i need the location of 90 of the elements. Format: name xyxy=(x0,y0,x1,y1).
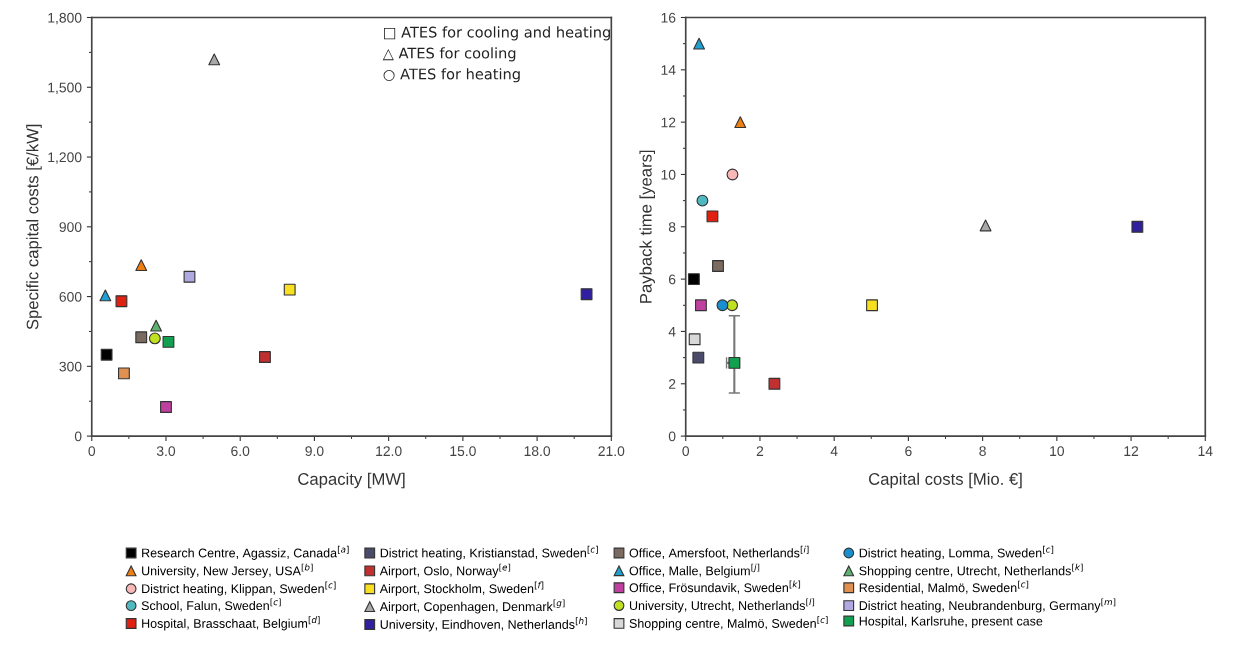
point xyxy=(688,333,701,346)
point xyxy=(866,299,878,312)
point xyxy=(148,332,161,345)
legend-label: Shopping centre, Utrecht, Netherlands$^{[k]}$ xyxy=(859,563,1083,578)
annotation: ○ ATES for heating xyxy=(383,68,520,83)
x-tick-label: 14 xyxy=(1198,446,1213,456)
y-tick-label: 8 xyxy=(668,222,676,232)
point xyxy=(160,401,172,413)
y-tick-label: 0 xyxy=(668,431,676,442)
legend-label: Office, Amersfoot, Netherlands$^{[i]}$ xyxy=(629,545,809,559)
y-tick-label: 4 xyxy=(668,326,676,337)
x-tick-label: 9.0 xyxy=(305,446,324,457)
y-axis-title: Specific capital costs [€/kW] xyxy=(26,124,42,330)
point xyxy=(135,331,148,344)
point xyxy=(979,219,992,232)
point xyxy=(695,299,707,312)
x-axis-title: Capacity [MW] xyxy=(298,472,405,489)
y-tick-label: 0 xyxy=(74,431,82,442)
legend-label: Airport, Stockholm, Sweden$^{[f]}$ xyxy=(379,581,544,596)
legend-label: Hospital, Karlsruhe, present case xyxy=(859,616,1043,628)
y-tick-label: 6 xyxy=(668,274,676,285)
legend-label: District heating, Kristianstad, Sweden$^{[c]}$ xyxy=(380,545,598,560)
point xyxy=(1131,220,1144,233)
legend-label: School, Falun, Sweden$^{[c]}$ xyxy=(141,598,281,612)
point xyxy=(150,319,163,332)
legend-label: Office, Frösundavik, Sweden$^{[k]}$ xyxy=(629,580,801,594)
x-tick-label: 3.0 xyxy=(156,446,176,457)
point xyxy=(259,351,271,363)
point xyxy=(693,37,706,50)
point xyxy=(696,194,709,207)
legend-label: Office, Malle, Belgium$^{[j]}$ xyxy=(629,563,760,578)
legend-label: District heating, Neubrandenburg, Germany$^{[m]}$ xyxy=(859,598,1116,613)
x-axis-title: Capital costs [Mio. €] xyxy=(869,472,1022,489)
x-tick-label: 12.0 xyxy=(376,446,402,457)
legend-label: Airport, Copenhagen, Denmark$^{[g]}$ xyxy=(379,599,565,614)
y-tick-label: 600 xyxy=(59,291,82,302)
point xyxy=(99,289,112,302)
y-tick-label: 16 xyxy=(661,12,676,23)
legend-label: Residential, Malmö, Sweden$^{[c]}$ xyxy=(859,580,1029,594)
point xyxy=(115,295,128,308)
point xyxy=(726,299,739,312)
x-tick-label: 6.0 xyxy=(231,446,250,457)
x-tick-label: 10 xyxy=(1050,446,1065,457)
y-tick-label: 1,200 xyxy=(48,152,82,164)
point xyxy=(183,270,196,283)
point xyxy=(208,53,221,66)
x-tick-label: 2 xyxy=(756,446,764,456)
y-axis-title: Payback time [years] xyxy=(639,150,655,303)
y-tick-label: 1,800 xyxy=(48,12,82,25)
point xyxy=(706,210,719,223)
point xyxy=(712,260,724,272)
point xyxy=(734,116,747,129)
legend-label: District heating, Lomma, Sweden$^{[c]}$ xyxy=(859,545,1054,560)
point xyxy=(726,168,739,181)
point xyxy=(162,335,175,348)
legend-label: Hospital, Brasschaat, Belgium$^{[d]}$ xyxy=(142,616,320,631)
y-tick-label: 2 xyxy=(668,379,676,389)
x-tick-label: 0 xyxy=(88,446,96,457)
point xyxy=(283,283,296,296)
x-tick-label: 15.0 xyxy=(450,446,476,457)
x-tick-label: 0 xyxy=(682,446,690,457)
legend-label: University, New Jersey, USA$^{[b]}$ xyxy=(142,563,313,578)
annotation: △ ATES for cooling xyxy=(382,47,516,62)
y-tick-label: 900 xyxy=(59,222,82,232)
legend-label: District heating, Klippan, Sweden$^{[c]}$ xyxy=(142,581,336,596)
y-tick-label: 300 xyxy=(59,361,82,372)
x-tick-label: 12 xyxy=(1124,446,1139,456)
y-tick-label: 10 xyxy=(661,169,676,180)
y-tick-label: 1,500 xyxy=(48,82,82,95)
x-tick-label: 21.0 xyxy=(598,446,625,457)
legend-label: Shopping centre, Malmö, Sweden$^{[c]}$ xyxy=(629,616,828,631)
point xyxy=(692,351,705,364)
x-tick-label: 6 xyxy=(905,446,912,457)
point xyxy=(117,367,130,380)
point xyxy=(716,299,729,312)
x-tick-label: 4 xyxy=(830,446,838,456)
annotation: □ ATES for cooling and heating xyxy=(384,26,610,41)
point xyxy=(135,259,148,272)
legend-label: University, Eindhoven, Netherlands$^{[h]}$ xyxy=(380,617,587,632)
legend-label: Research Centre, Agassiz, Canada$^{[a]}$ xyxy=(142,545,349,560)
x-tick-label: 18.0 xyxy=(524,446,551,457)
point xyxy=(687,273,700,286)
legend-label: Airport, Oslo, Norway$^{[e]}$ xyxy=(379,563,511,578)
x-tick-label: 8 xyxy=(979,446,986,457)
legend-label: University, Utrecht, Netherlands$^{[l]}$ xyxy=(629,598,815,613)
y-tick-label: 14 xyxy=(661,65,676,75)
point xyxy=(100,348,113,361)
point xyxy=(768,377,781,390)
point xyxy=(580,288,593,301)
y-tick-label: 12 xyxy=(661,117,676,128)
